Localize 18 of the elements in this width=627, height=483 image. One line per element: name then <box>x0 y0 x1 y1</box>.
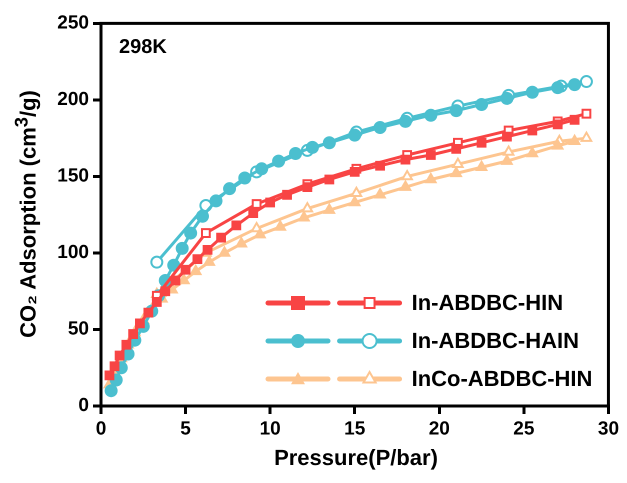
y-tick-label: 250 <box>57 12 89 34</box>
y-tick-label: 0 <box>78 395 89 416</box>
x-tick-label: 10 <box>260 418 281 440</box>
x-axis-title: Pressure(P/bar) <box>273 445 439 471</box>
y-tick-label: 200 <box>57 89 89 110</box>
annotation: 298K <box>119 36 168 58</box>
x-tick-label: 0 <box>96 418 106 440</box>
legend-label: InCo-ABDBC-HIN <box>412 366 592 392</box>
x-tick-label: 15 <box>344 418 366 440</box>
y-tick-label: 150 <box>57 166 89 187</box>
x-tick-label: 30 <box>598 418 620 440</box>
y-tick-label: 50 <box>68 318 89 340</box>
legend-label: In-ABDBC-HIN <box>412 290 564 316</box>
y-tick-label: 100 <box>57 242 89 264</box>
legend-label: In-ABDBC-HAIN <box>412 328 579 354</box>
x-tick-label: 5 <box>180 418 192 440</box>
x-tick-label: 20 <box>428 418 450 440</box>
x-tick-label: 25 <box>513 418 535 440</box>
